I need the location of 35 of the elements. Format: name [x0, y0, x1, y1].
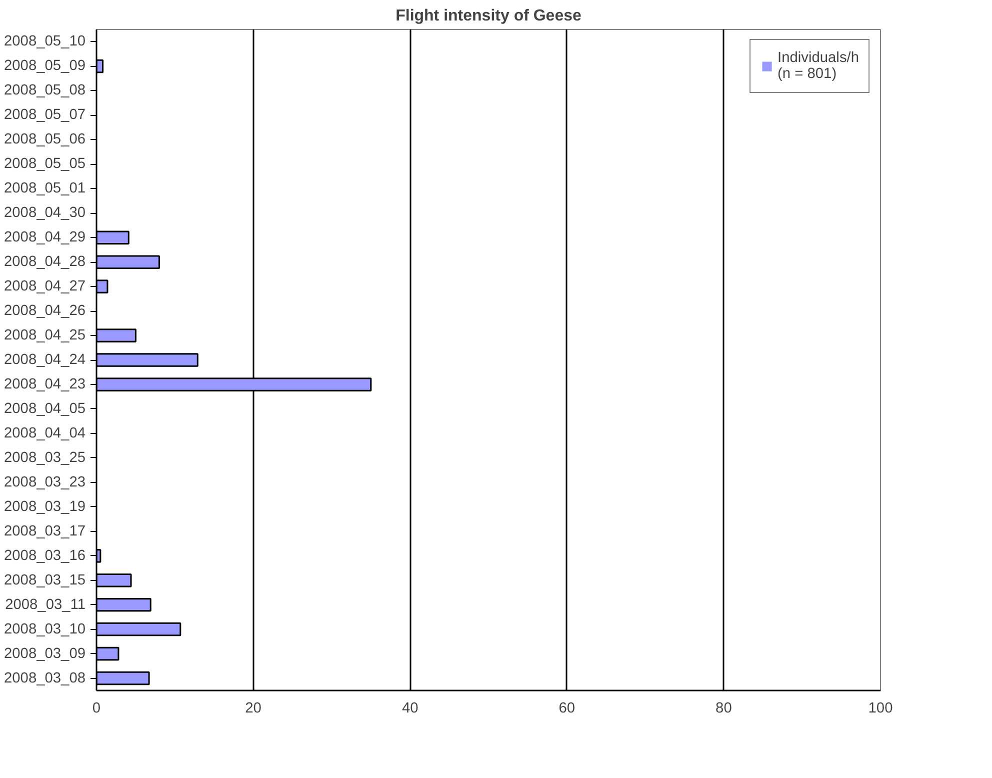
y-tick-label: 2008_03_15: [4, 572, 86, 588]
y-tick-label: 2008_04_27: [4, 278, 86, 295]
y-tick-label: 2008_03_09: [4, 646, 86, 662]
x-tick-label: 40: [402, 700, 418, 716]
y-tick-label: 2008_03_11: [5, 596, 86, 613]
y-tick-label: 2008_04_05: [4, 400, 86, 417]
x-tick-label: 80: [716, 700, 732, 716]
y-tick-label: 2008_03_10: [4, 621, 86, 638]
y-tick-label: 2008_05_05: [4, 156, 86, 172]
x-tick-label: 0: [92, 700, 101, 716]
y-tick-label: 2008_03_25: [4, 450, 86, 466]
x-tick-label: 20: [245, 700, 262, 716]
y-tick-label: 2008_04_24: [4, 352, 86, 368]
y-tick-label: 2008_04_29: [4, 230, 86, 246]
y-tick-label: 2008_05_01: [4, 180, 86, 197]
y-tick-label: 2008_03_17: [4, 523, 86, 540]
y-tick-label: 2008_05_08: [4, 82, 86, 99]
y-tick-label: 2008_04_23: [4, 376, 86, 392]
y-tick-label: 2008_05_06: [4, 132, 86, 148]
y-tick-label: 2008_04_26: [4, 303, 86, 320]
legend-label: Individuals/h (n = 801): [778, 50, 859, 82]
x-tick-label: 100: [868, 700, 893, 716]
y-tick-label: 2008_03_23: [4, 474, 86, 490]
y-tick-label: 2008_03_08: [4, 670, 86, 686]
y-tick-label: 2008_04_04: [4, 425, 86, 442]
y-tick-label: 2008_04_30: [4, 205, 86, 222]
y-tick-label: 2008_05_10: [4, 34, 86, 50]
x-tick-label: 60: [558, 700, 576, 716]
y-tick-label: 2008_04_28: [4, 254, 86, 270]
y-tick-label: 2008_04_25: [4, 328, 86, 344]
chart-title: Flight intensity of Geese: [396, 8, 582, 24]
y-tick-label: 2008_03_19: [4, 498, 86, 515]
y-tick-label: 2008_03_16: [4, 548, 86, 564]
y-tick-label: 2008_05_07: [4, 107, 86, 124]
y-tick-label: 2008_05_09: [4, 58, 86, 74]
